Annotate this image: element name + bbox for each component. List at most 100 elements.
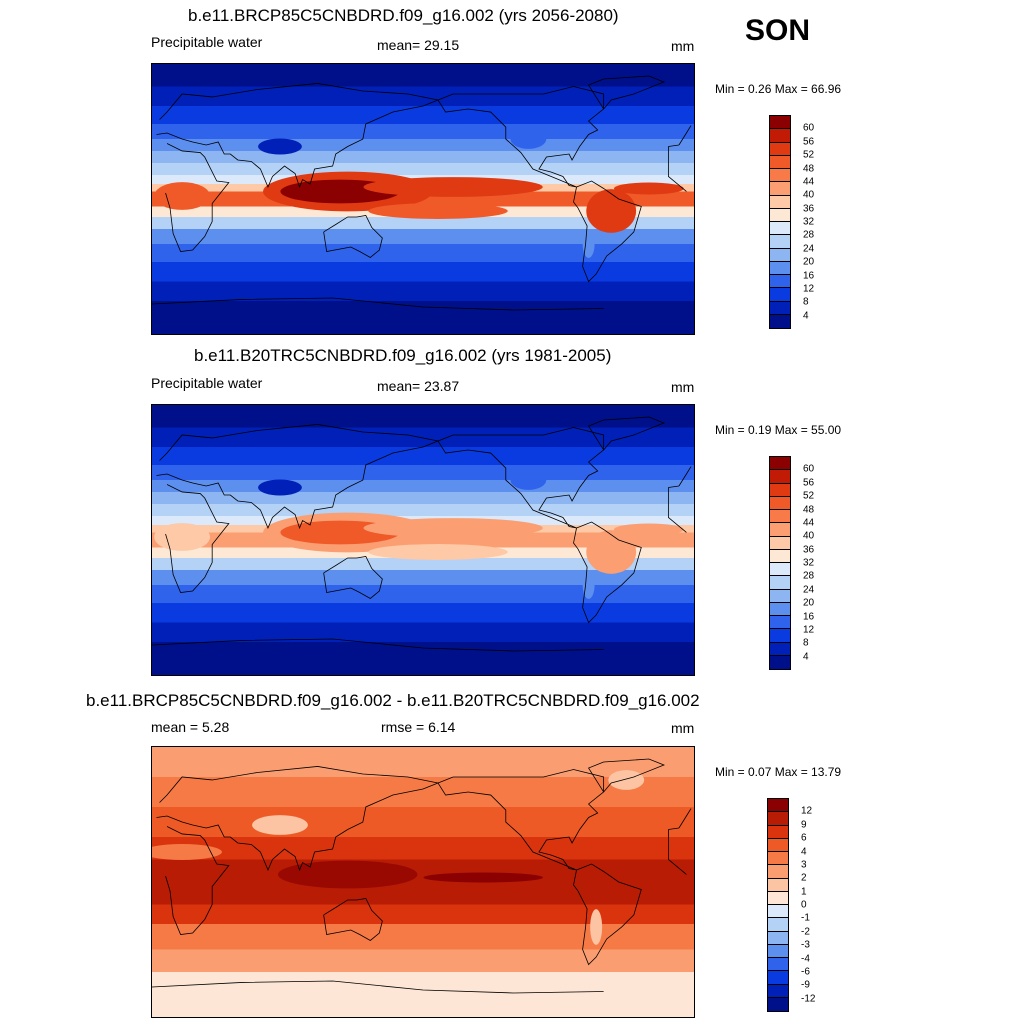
- colorbar-tick-label: 4: [801, 846, 807, 857]
- coastline: [152, 638, 604, 652]
- colorbar-tick-label: 28: [803, 229, 815, 241]
- colorbar-tick-label: -4: [801, 953, 810, 964]
- colorbar-swatch: [770, 129, 790, 143]
- colorbar-tick-label: 48: [803, 504, 815, 515]
- colorbar-swatch: [770, 642, 790, 656]
- colorbar-tick-label: 60: [803, 463, 815, 475]
- colorbar-swatch: [768, 931, 788, 945]
- colorbar-swatch: [768, 918, 788, 932]
- colorbar-tick-label: 24: [803, 243, 815, 255]
- colorbar-tick-label: 52: [803, 149, 815, 161]
- panel3-map: [151, 746, 695, 1018]
- colorbar-swatch: [768, 812, 788, 826]
- coastline: [165, 143, 687, 252]
- colorbar-tick-label: -1: [801, 912, 810, 924]
- panel3-minmax: Min = 0.07 Max = 13.79: [715, 765, 842, 779]
- panel3-colorbar: [767, 798, 789, 1012]
- panel2-mean-label: mean= 23.87: [377, 378, 460, 394]
- panel2-colorbar: [769, 456, 791, 670]
- colorbar-tick-label: 40: [803, 530, 815, 542]
- colorbar-swatch: [770, 589, 790, 603]
- colorbar-swatch: [768, 865, 788, 879]
- coastline: [437, 427, 605, 529]
- panel1-mean-label: mean= 29.15: [377, 37, 460, 53]
- colorbar-swatch: [768, 799, 788, 813]
- colorbar-swatch: [770, 275, 790, 289]
- coastline: [323, 898, 383, 941]
- colorbar-swatch: [770, 116, 790, 130]
- colorbar-swatch: [770, 195, 790, 209]
- colorbar-tick-label: 60: [803, 122, 815, 134]
- colorbar-swatch: [770, 314, 790, 328]
- coastline: [156, 424, 692, 530]
- colorbar-tick-label: 36: [803, 203, 815, 215]
- colorbar-swatch: [770, 549, 790, 563]
- coastline: [156, 83, 692, 189]
- colorbar-swatch: [770, 155, 790, 169]
- panel1-units-label: mm: [671, 38, 695, 54]
- colorbar-swatch: [770, 182, 790, 196]
- colorbar-swatch: [770, 629, 790, 643]
- coastline: [437, 769, 605, 871]
- panel1-variable-label: Precipitable water: [151, 34, 263, 50]
- colorbar-swatch: [770, 248, 790, 262]
- colorbar-tick-label: -6: [801, 966, 810, 978]
- colorbar-tick-label: 32: [803, 557, 815, 569]
- colorbar-tick-label: 8: [803, 637, 809, 649]
- coastline: [323, 556, 383, 599]
- colorbar-tick-label: 24: [803, 584, 815, 596]
- colorbar-swatch: [768, 984, 788, 998]
- colorbar-swatch: [768, 958, 788, 972]
- panel2-variable-label: Precipitable water: [151, 375, 263, 391]
- colorbar-tick-label: 52: [803, 490, 815, 502]
- season-label: SON: [745, 14, 811, 47]
- coastline: [573, 863, 642, 966]
- coastline: [437, 86, 605, 188]
- colorbar-tick-label: 32: [803, 216, 815, 228]
- panel2-colorbar-labels: 60 56 52 48 44 40 36 32 28 24 20 16 12 8 4: [803, 456, 843, 670]
- colorbar-swatch: [770, 169, 790, 183]
- panel2-map: [151, 404, 695, 676]
- colorbar-tick-label: -12: [801, 993, 816, 1005]
- colorbar-tick-label: 0: [801, 899, 807, 911]
- colorbar-swatch: [768, 944, 788, 958]
- colorbar-tick-label: 28: [803, 570, 815, 582]
- panel1-colorbar-labels: 60 56 52 48 44 40 36 32 28 24 20 16 12 8 4: [803, 115, 843, 329]
- colorbar-tick-label: 20: [803, 597, 815, 609]
- panel1-title: b.e11.BRCP85C5CNBDRD.f09_g16.002 (yrs 20…: [188, 6, 619, 25]
- coastline: [323, 215, 383, 258]
- colorbar-tick-label: 20: [803, 256, 815, 268]
- colorbar-tick-label: 16: [803, 270, 815, 281]
- panel1-map: [151, 63, 695, 335]
- colorbar-swatch: [770, 261, 790, 275]
- colorbar-swatch: [768, 838, 788, 852]
- panel2-units-label: mm: [671, 379, 695, 395]
- colorbar-swatch: [770, 235, 790, 249]
- colorbar-swatch: [768, 891, 788, 905]
- colorbar-swatch: [770, 222, 790, 236]
- colorbar-tick-label: 16: [803, 611, 815, 622]
- colorbar-tick-label: -2: [801, 926, 810, 938]
- panel3-rmse-label: rmse = 6.14: [381, 719, 456, 735]
- coastline: [165, 484, 687, 593]
- colorbar-swatch: [768, 852, 788, 866]
- coastline: [165, 826, 687, 935]
- colorbar-swatch: [770, 576, 790, 590]
- colorbar-swatch: [770, 536, 790, 550]
- colorbar-swatch: [770, 483, 790, 497]
- colorbar-tick-label: 9: [801, 819, 807, 831]
- panel3-mean-label: mean = 5.28: [151, 719, 230, 735]
- coastline: [156, 766, 692, 872]
- colorbar-swatch: [770, 602, 790, 616]
- panel1-colorbar: [769, 115, 791, 329]
- colorbar-swatch: [770, 470, 790, 484]
- colorbar-swatch: [768, 971, 788, 985]
- colorbar-tick-label: 44: [803, 176, 815, 188]
- colorbar-tick-label: 48: [803, 163, 815, 174]
- colorbar-tick-label: 6: [801, 832, 807, 844]
- colorbar-swatch: [770, 288, 790, 302]
- colorbar-swatch: [770, 616, 790, 630]
- colorbar-swatch: [768, 825, 788, 839]
- colorbar-tick-label: -3: [801, 939, 810, 951]
- colorbar-swatch: [770, 655, 790, 669]
